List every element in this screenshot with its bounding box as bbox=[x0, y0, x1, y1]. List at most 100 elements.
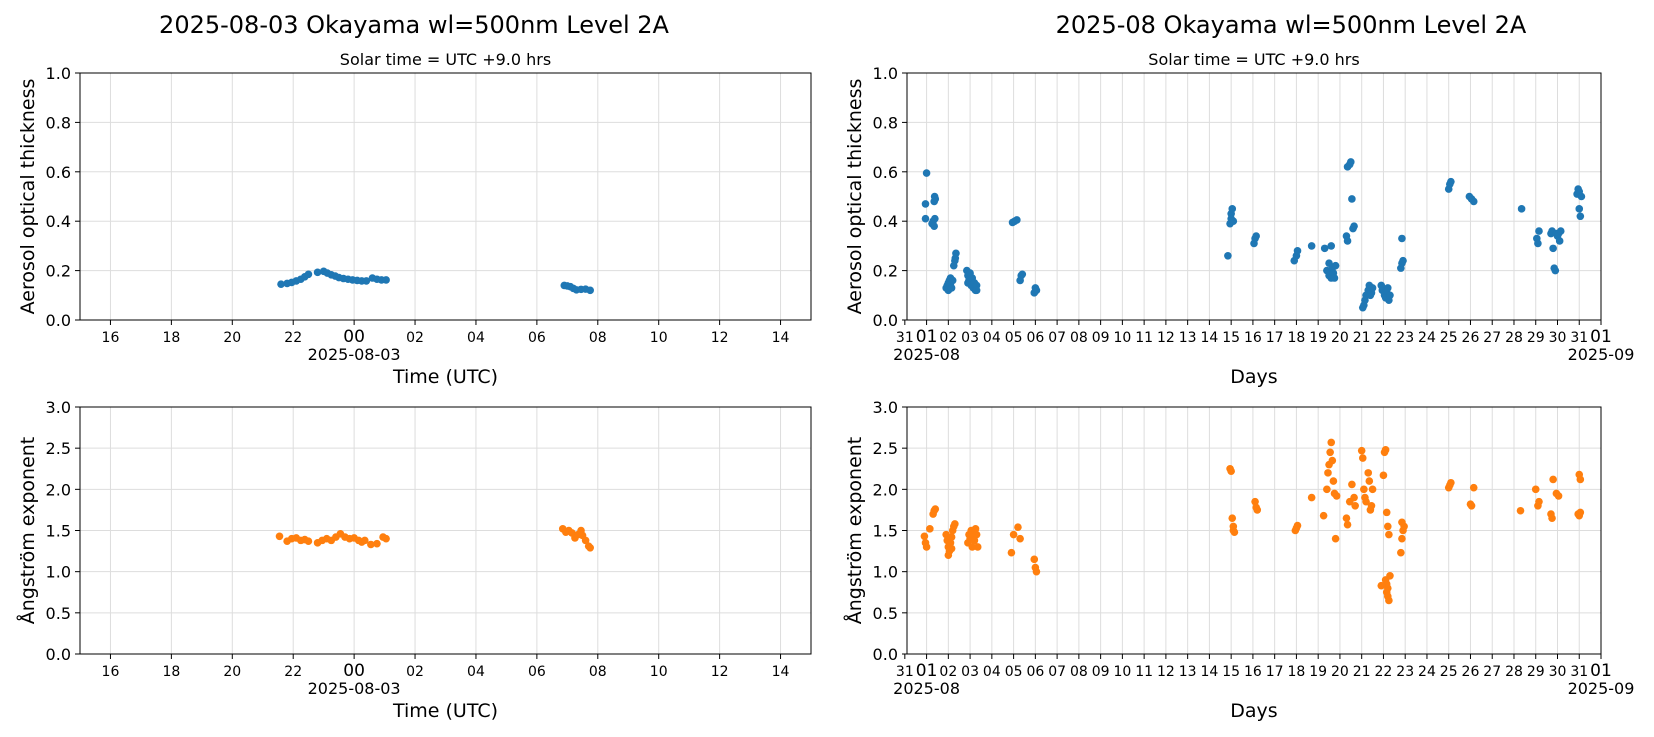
x-tick-label: 05 bbox=[1005, 330, 1023, 346]
data-point bbox=[586, 286, 594, 295]
x-date-sublabel: 2025-08-03 bbox=[308, 345, 401, 364]
data-point bbox=[1018, 270, 1027, 279]
data-point bbox=[922, 543, 931, 551]
y-axis-label: Ångström exponent bbox=[16, 437, 39, 625]
data-point bbox=[1348, 195, 1356, 203]
x-date-sublabel-end: 2025-09 bbox=[1568, 679, 1635, 698]
y-tick-label: 0.2 bbox=[873, 262, 898, 281]
chart-monthly-angstrom: 31 01 02 03 04 05 06 07 08 09 10 11 12 13 14 15 16 17 18 19… bbox=[843, 398, 1634, 722]
data-point bbox=[947, 284, 956, 292]
y-tick-label: 2.5 bbox=[46, 439, 71, 458]
data-point bbox=[1367, 502, 1376, 510]
x-date-sublabel-end: 2025-09 bbox=[1568, 345, 1635, 364]
data-point bbox=[1331, 534, 1340, 543]
x-tick-label: 03 bbox=[961, 664, 979, 680]
x-tick-label: 12 bbox=[1157, 664, 1175, 680]
data-point bbox=[1551, 266, 1560, 275]
x-tick-label: 02 bbox=[406, 330, 424, 346]
x-tick-label: 28 bbox=[1505, 330, 1523, 346]
chart-subtitle: Solar time = UTC +9.0 hrs bbox=[340, 50, 551, 69]
x-tick-label: 13 bbox=[1179, 664, 1197, 680]
data-point bbox=[1447, 177, 1455, 186]
data-point bbox=[1343, 237, 1352, 245]
data-point bbox=[968, 543, 977, 551]
data-point bbox=[946, 539, 955, 547]
x-tick-label: 01 bbox=[1590, 327, 1612, 347]
y-tick-label: 1.0 bbox=[46, 563, 71, 582]
data-point bbox=[373, 539, 381, 548]
x-tick-label: 11 bbox=[1135, 330, 1153, 346]
x-tick-label: 18 bbox=[162, 664, 180, 680]
data-point bbox=[920, 532, 929, 541]
data-point bbox=[1397, 548, 1405, 557]
data-point bbox=[1554, 492, 1563, 500]
data-point bbox=[930, 222, 938, 230]
y-tick-label: 0.6 bbox=[873, 163, 898, 182]
data-point bbox=[1382, 508, 1391, 517]
data-point bbox=[1576, 508, 1585, 517]
data-point bbox=[382, 534, 390, 543]
data-point bbox=[1467, 502, 1476, 510]
x-tick-label: 29 bbox=[1527, 330, 1545, 346]
data-point bbox=[1469, 483, 1478, 492]
y-tick-label: 0.0 bbox=[873, 645, 898, 664]
y-tick-label: 0.8 bbox=[873, 113, 898, 132]
data-point bbox=[1383, 584, 1392, 592]
x-tick-label: 05 bbox=[1005, 664, 1023, 680]
data-point bbox=[1350, 222, 1358, 230]
data-point bbox=[1576, 475, 1585, 484]
x-tick-label: 15 bbox=[1222, 330, 1240, 346]
data-point bbox=[971, 525, 980, 533]
x-tick-label: 08 bbox=[589, 664, 607, 680]
data-point bbox=[1548, 514, 1556, 522]
y-tick-label: 0.6 bbox=[46, 163, 71, 182]
x-tick-label: 03 bbox=[961, 330, 979, 346]
x-date-sublabel-start: 2025-08 bbox=[893, 679, 960, 698]
data-point bbox=[362, 277, 371, 285]
x-tick-label: 26 bbox=[1462, 664, 1480, 680]
data-point bbox=[1362, 497, 1370, 506]
data-point bbox=[277, 280, 285, 288]
x-tick-label: 10 bbox=[650, 330, 668, 346]
data-point bbox=[1469, 197, 1478, 206]
data-point bbox=[1398, 234, 1406, 243]
x-tick-label: 24 bbox=[1418, 664, 1436, 680]
y-tick-label: 0.4 bbox=[873, 212, 898, 231]
x-tick-label: 02 bbox=[939, 330, 957, 346]
x-tick-label: 31 bbox=[1570, 664, 1588, 680]
data-point bbox=[1332, 492, 1341, 500]
x-tick-label: 22 bbox=[1375, 330, 1393, 346]
x-tick-label: 17 bbox=[1266, 330, 1284, 346]
data-point bbox=[1385, 596, 1393, 605]
data-point bbox=[1386, 291, 1394, 300]
data-point bbox=[1327, 242, 1336, 250]
x-tick-label: 02 bbox=[939, 664, 957, 680]
data-point bbox=[382, 276, 390, 284]
x-tick-label: 31 bbox=[896, 664, 914, 680]
chart-daily-angstrom: 16 18 20 22 00 02 04 06 08 10 12 14 2025-08-03 0.0 0.5… bbox=[16, 398, 812, 722]
x-tick-label: 11 bbox=[1135, 664, 1153, 680]
data-point bbox=[1549, 475, 1557, 484]
y-axis-label: Aerosol optical thickness bbox=[844, 79, 866, 315]
data-point bbox=[1549, 244, 1557, 253]
x-tick-label: 00 bbox=[343, 327, 365, 347]
x-tick-label: 06 bbox=[1026, 330, 1044, 346]
figure-title-monthly: 2025-08 Okayama wl=500nm Level 2A bbox=[1056, 11, 1527, 39]
data-point bbox=[1014, 523, 1022, 532]
data-point bbox=[926, 525, 934, 533]
x-tick-label: 09 bbox=[1092, 330, 1110, 346]
x-tick-label: 00 bbox=[343, 661, 365, 681]
data-point bbox=[1307, 493, 1316, 502]
x-tick-label: 12 bbox=[711, 664, 729, 680]
data-point bbox=[586, 543, 594, 552]
x-tick-label: 31 bbox=[896, 330, 914, 346]
data-point bbox=[1555, 237, 1564, 245]
x-tick-label: 24 bbox=[1418, 330, 1436, 346]
x-tick-label: 23 bbox=[1396, 664, 1414, 680]
y-tick-label: 0.8 bbox=[46, 113, 71, 132]
data-point bbox=[948, 276, 957, 285]
data-point bbox=[1324, 469, 1332, 477]
data-point bbox=[1013, 216, 1021, 224]
data-point bbox=[360, 536, 369, 545]
x-tick-label: 14 bbox=[1200, 330, 1218, 346]
